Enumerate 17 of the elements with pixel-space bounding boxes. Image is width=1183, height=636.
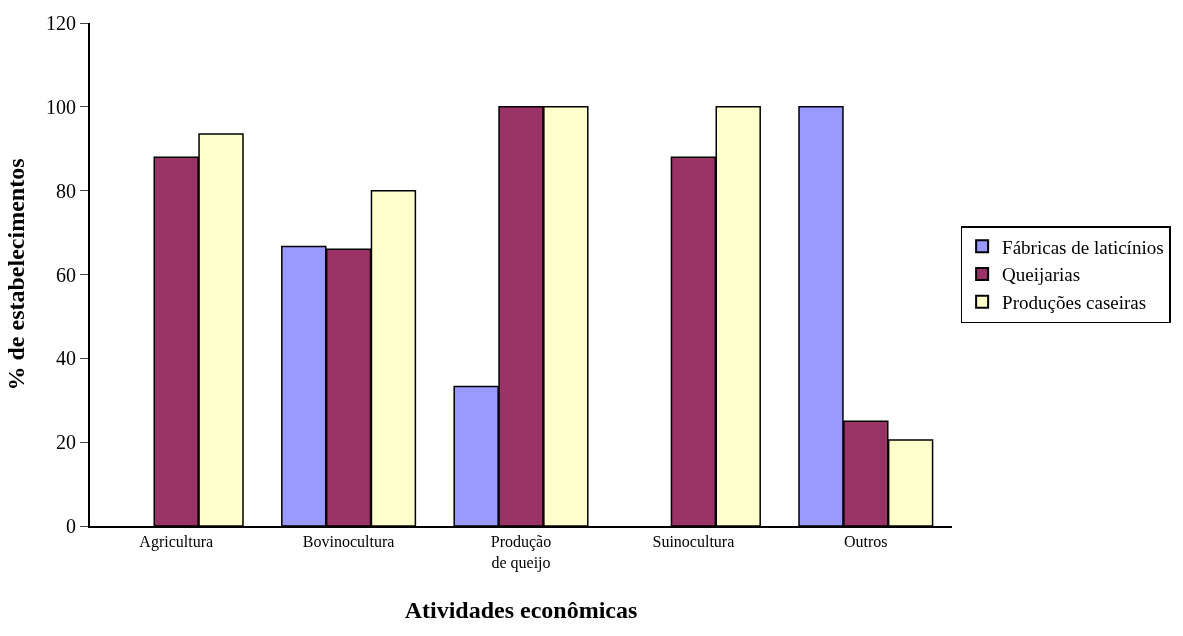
y-tick-label: 80 <box>56 179 76 202</box>
y-tick-label: 40 <box>56 347 76 370</box>
x-tick-label: Suinocultura <box>652 533 735 551</box>
x-tick-label: Outros <box>844 533 888 551</box>
y-tick-label: 60 <box>56 263 76 286</box>
y-tick-label: 0 <box>66 515 76 537</box>
x-axis-title: Atividades econômicas <box>404 596 638 623</box>
y-tick-label: 120 <box>46 12 76 34</box>
y-tick-label: 100 <box>46 95 76 118</box>
x-tick-label: Agricultura <box>139 533 214 552</box>
y-tick-label: 20 <box>56 431 76 454</box>
legend-label: Fábricas de laticínios <box>1002 236 1164 258</box>
legend-label: Queijarias <box>1002 264 1081 286</box>
legend-label: Produções caseiras <box>1002 292 1147 314</box>
x-tick-label: Bovinocultura <box>302 533 395 551</box>
x-tick-label: Produção de queijo <box>490 533 552 572</box>
y-axis-title: % de estabelecimentos <box>2 158 29 391</box>
